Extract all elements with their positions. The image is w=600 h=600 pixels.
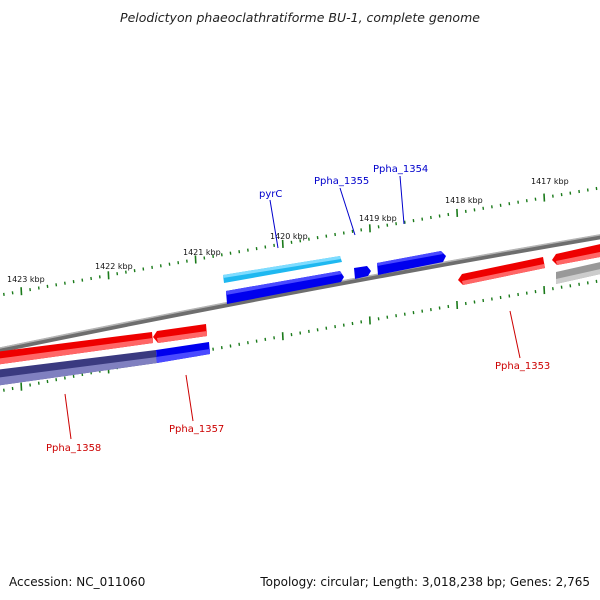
gene-Ppha_1358[interactable]	[0, 350, 157, 386]
gene-left-red[interactable]	[0, 332, 153, 365]
gene-label-Ppha_1357[interactable]: Ppha_1357	[169, 424, 224, 435]
tick-label-1417: 1417 kbp	[531, 177, 569, 186]
gene-label-Ppha_1355[interactable]: Ppha_1355	[314, 176, 369, 187]
scale-labels: 1417 kbp 1418 kbp 1419 kbp 1420 kbp 1421…	[7, 177, 569, 284]
gene-label-pyrC[interactable]: pyrC	[259, 189, 282, 200]
gene-pyrC-rna[interactable]	[223, 256, 342, 283]
tick-label-1420: 1420 kbp	[270, 232, 308, 241]
topology-summary: Topology: circular; Length: 3,018,238 bp…	[260, 575, 590, 589]
gene-Ppha_1353[interactable]	[458, 257, 545, 285]
gene-Ppha_1357[interactable]	[156, 342, 210, 363]
tick-label-1423: 1423 kbp	[7, 275, 45, 284]
gene-labels: Ppha_1354 Ppha_1355 pyrC Ppha_1353 Ppha_…	[46, 164, 550, 454]
gene-label-leaders	[64, 175, 521, 440]
tick-label-1421: 1421 kbp	[183, 248, 221, 257]
outer-tick-ring	[3, 186, 598, 296]
tick-label-1422: 1422 kbp	[95, 262, 133, 271]
genome-backbone	[0, 234, 600, 353]
gene-Ppha_1354[interactable]	[377, 251, 446, 275]
gene-label-Ppha_1353[interactable]: Ppha_1353	[495, 361, 550, 372]
gene-label-Ppha_1358[interactable]: Ppha_1358	[46, 443, 101, 454]
gene-Ppha_1354-fragment[interactable]	[354, 266, 371, 279]
gene-Ppha_1355[interactable]	[226, 271, 344, 304]
tick-label-1418: 1418 kbp	[445, 196, 483, 205]
map-title: Pelodictyon phaeoclathratiforme BU-1, co…	[120, 10, 480, 25]
gene-right-red[interactable]	[552, 243, 600, 265]
inner-tick-ring	[3, 279, 598, 392]
gene-small-red[interactable]	[153, 324, 207, 343]
gene-label-Ppha_1354[interactable]: Ppha_1354	[373, 164, 428, 175]
tick-label-1419: 1419 kbp	[359, 214, 397, 223]
gene-right-gray[interactable]	[556, 261, 600, 284]
accession-text: Accession: NC_011060	[9, 575, 146, 589]
